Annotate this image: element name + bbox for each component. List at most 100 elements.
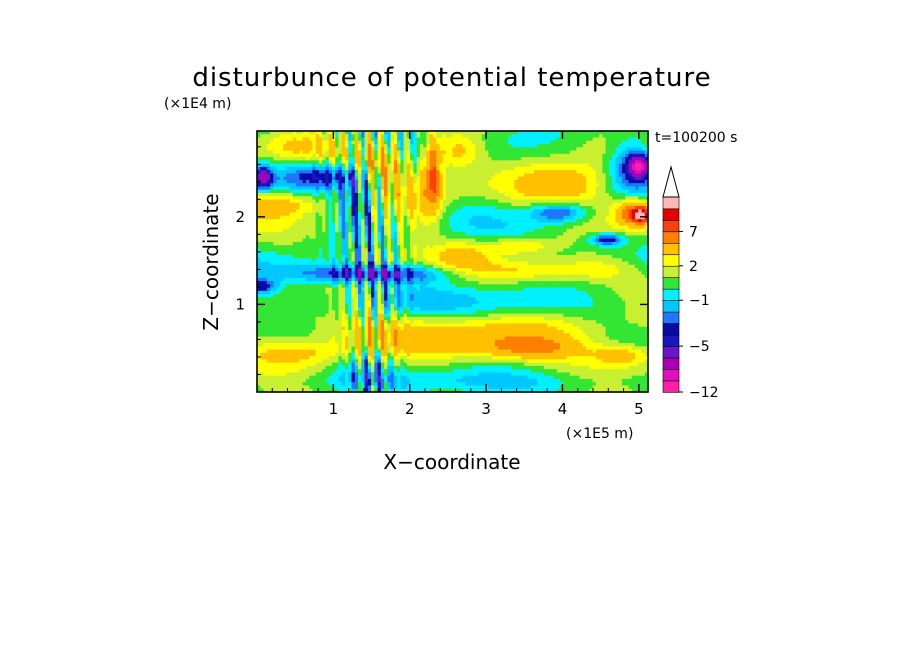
field-cell — [289, 196, 294, 201]
field-cell — [449, 264, 454, 269]
field-cell — [335, 134, 340, 139]
field-cell — [351, 160, 356, 165]
field-cell — [494, 140, 499, 145]
field-cell — [566, 238, 571, 243]
field-cell — [299, 170, 304, 175]
field-cell — [429, 192, 434, 197]
field-cell — [436, 176, 441, 181]
field-cell — [537, 199, 542, 204]
field-cell — [358, 235, 362, 240]
field-cell — [439, 150, 444, 155]
field-cell — [514, 251, 519, 256]
field-cell — [517, 150, 522, 155]
field-cell — [341, 212, 346, 217]
field-cell — [338, 166, 343, 171]
field-cell — [592, 157, 597, 161]
field-cell — [338, 254, 343, 259]
field-cell — [426, 212, 431, 217]
field-cell — [449, 140, 454, 145]
field-cell — [348, 209, 353, 214]
field-cell — [573, 232, 577, 236]
field-cell — [419, 232, 424, 236]
field-cell — [423, 173, 428, 178]
field-cell — [605, 144, 610, 148]
field-cell — [335, 144, 340, 148]
field-cell — [628, 189, 633, 194]
field-cell — [410, 215, 414, 220]
field-cell — [309, 170, 313, 175]
field-cell — [520, 134, 525, 139]
field-cell — [439, 202, 444, 207]
field-cell — [608, 235, 613, 240]
field-cell — [393, 254, 398, 259]
field-cell — [488, 212, 493, 217]
field-cell — [478, 209, 483, 214]
field-cell — [325, 192, 330, 197]
field-cell — [455, 232, 460, 236]
field-cell — [494, 206, 499, 210]
field-cell — [488, 150, 493, 155]
field-cell — [286, 209, 291, 214]
field-cell — [387, 157, 392, 161]
field-cell — [445, 264, 450, 269]
field-cell — [436, 264, 441, 269]
field-cell — [530, 176, 535, 181]
field-cell — [625, 241, 630, 246]
field-cell — [393, 170, 398, 175]
field-cell — [579, 261, 584, 266]
field-cell — [442, 222, 447, 227]
field-cell — [406, 134, 411, 139]
field-cell — [390, 160, 395, 165]
field-cell — [260, 163, 265, 168]
field-cell — [257, 170, 261, 175]
field-cell — [325, 199, 330, 204]
field-cell — [481, 157, 486, 161]
field-cell — [586, 157, 590, 161]
field-cell — [400, 258, 405, 263]
field-cell — [380, 264, 385, 269]
field-cell — [530, 251, 535, 256]
field-cell — [465, 179, 470, 184]
field-cell — [266, 166, 271, 171]
field-cell — [322, 222, 327, 227]
field-cell — [260, 144, 265, 148]
field-cell — [569, 186, 574, 191]
field-cell — [331, 225, 336, 230]
field-cell — [459, 192, 463, 197]
field-cell — [498, 232, 502, 236]
field-cell — [452, 235, 457, 240]
field-cell — [403, 140, 408, 145]
field-cell — [406, 131, 411, 135]
field-cell — [439, 209, 444, 214]
field-cell — [452, 248, 457, 253]
field-cell — [400, 225, 405, 230]
field-cell — [621, 153, 626, 158]
field-cell — [312, 131, 317, 135]
field-cell — [579, 131, 584, 135]
field-cell — [403, 131, 408, 135]
field-cell — [393, 209, 398, 214]
field-cell — [380, 245, 385, 250]
field-cell — [348, 131, 353, 135]
field-cell — [615, 222, 620, 227]
field-cell — [257, 160, 261, 165]
field-cell — [615, 134, 620, 139]
field-cell — [481, 179, 486, 184]
field-cell — [608, 170, 613, 175]
field-cell — [576, 212, 581, 217]
field-cell — [569, 241, 574, 246]
field-cell — [455, 140, 460, 145]
field-cell — [618, 173, 623, 178]
field-cell — [331, 241, 336, 246]
field-cell — [439, 189, 444, 194]
field-cell — [283, 264, 287, 269]
field-cell — [328, 261, 333, 266]
field-cell — [638, 261, 643, 266]
field-cell — [354, 166, 359, 171]
field-cell — [358, 140, 362, 145]
field-cell — [302, 215, 307, 220]
field-cell — [390, 140, 395, 145]
field-cell — [341, 134, 346, 139]
field-cell — [462, 232, 467, 236]
field-cell — [296, 251, 300, 256]
